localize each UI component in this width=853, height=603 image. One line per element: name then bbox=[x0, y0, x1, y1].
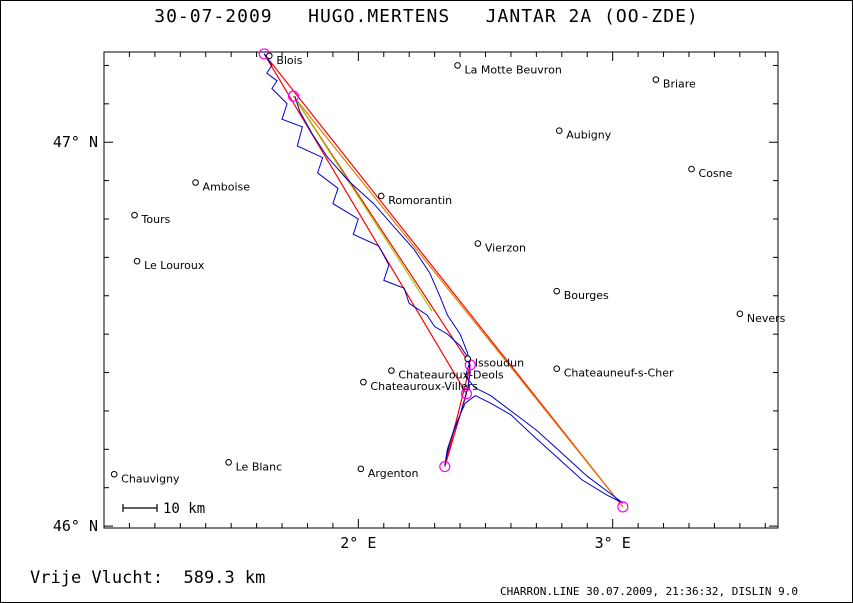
city-label: Nevers bbox=[747, 312, 786, 325]
y-tick-label: 46° N bbox=[53, 517, 98, 535]
city-marker bbox=[454, 62, 461, 69]
chart-title: 30-07-2009 HUGO.MERTENS JANTAR 2A (OO-ZD… bbox=[154, 6, 699, 27]
turnpoint-marker bbox=[460, 388, 473, 400]
city-label: Le Blanc bbox=[236, 460, 283, 473]
city-marker bbox=[225, 459, 232, 466]
city-marker bbox=[377, 192, 385, 200]
city-label: Romorantin bbox=[388, 194, 452, 207]
city-label: Bourges bbox=[564, 289, 609, 302]
y-tick-label: 47° N bbox=[53, 133, 98, 151]
task-leg-line bbox=[293, 95, 624, 508]
city-marker bbox=[553, 287, 561, 295]
city-marker bbox=[266, 52, 273, 60]
city-marker bbox=[474, 240, 482, 247]
city-marker bbox=[388, 367, 395, 374]
city-label: Aubigny bbox=[566, 129, 611, 142]
city-marker bbox=[555, 127, 563, 134]
city-label: Le Louroux bbox=[144, 259, 205, 272]
city-marker bbox=[736, 310, 744, 318]
city-label: Chateauroux-Deols bbox=[398, 369, 504, 382]
turnpoint-marker bbox=[617, 501, 629, 513]
turnpoint-marker bbox=[287, 90, 300, 102]
task-leg-line bbox=[263, 53, 467, 394]
city-marker bbox=[357, 465, 365, 473]
city-label: Briare bbox=[663, 78, 696, 91]
flight-track bbox=[263, 53, 624, 504]
city-marker bbox=[688, 165, 695, 173]
city-label: Vierzon bbox=[485, 242, 526, 255]
x-tick-label: 2° E bbox=[340, 534, 376, 552]
city-marker bbox=[131, 211, 138, 219]
software-info: CHARRON.LINE 30.07.2009, 21:36:32, DISLI… bbox=[500, 585, 799, 598]
city-label: Chauvigny bbox=[121, 472, 180, 485]
city-label: Chateauroux-Villers bbox=[370, 380, 478, 393]
distance-label: Vrije Vlucht: 589.3 km bbox=[30, 568, 266, 588]
city-label: Argenton bbox=[368, 467, 419, 480]
city-marker bbox=[110, 470, 118, 478]
task-leg-line bbox=[292, 95, 433, 312]
city-label: Issoudun bbox=[475, 357, 524, 370]
city-marker bbox=[553, 365, 561, 372]
city-label: Chateauneuf-s-Cher bbox=[564, 367, 674, 380]
x-tick-label: 3° E bbox=[595, 534, 631, 552]
city-label: Cosne bbox=[699, 167, 733, 180]
city-marker bbox=[652, 76, 660, 83]
city-label: Tours bbox=[141, 213, 171, 226]
city-marker bbox=[192, 179, 199, 186]
city-marker bbox=[360, 378, 367, 386]
turnpoint-marker bbox=[439, 460, 451, 473]
city-label: Amboise bbox=[203, 181, 251, 194]
city-marker bbox=[133, 257, 141, 265]
city-marker bbox=[464, 355, 472, 363]
task-leg-line bbox=[444, 364, 471, 467]
city-label: La Motte Beuvron bbox=[465, 63, 562, 76]
city-label: Blois bbox=[276, 54, 302, 67]
scale-bar-label: 10 km bbox=[163, 501, 205, 517]
plot-area-border bbox=[103, 51, 779, 529]
